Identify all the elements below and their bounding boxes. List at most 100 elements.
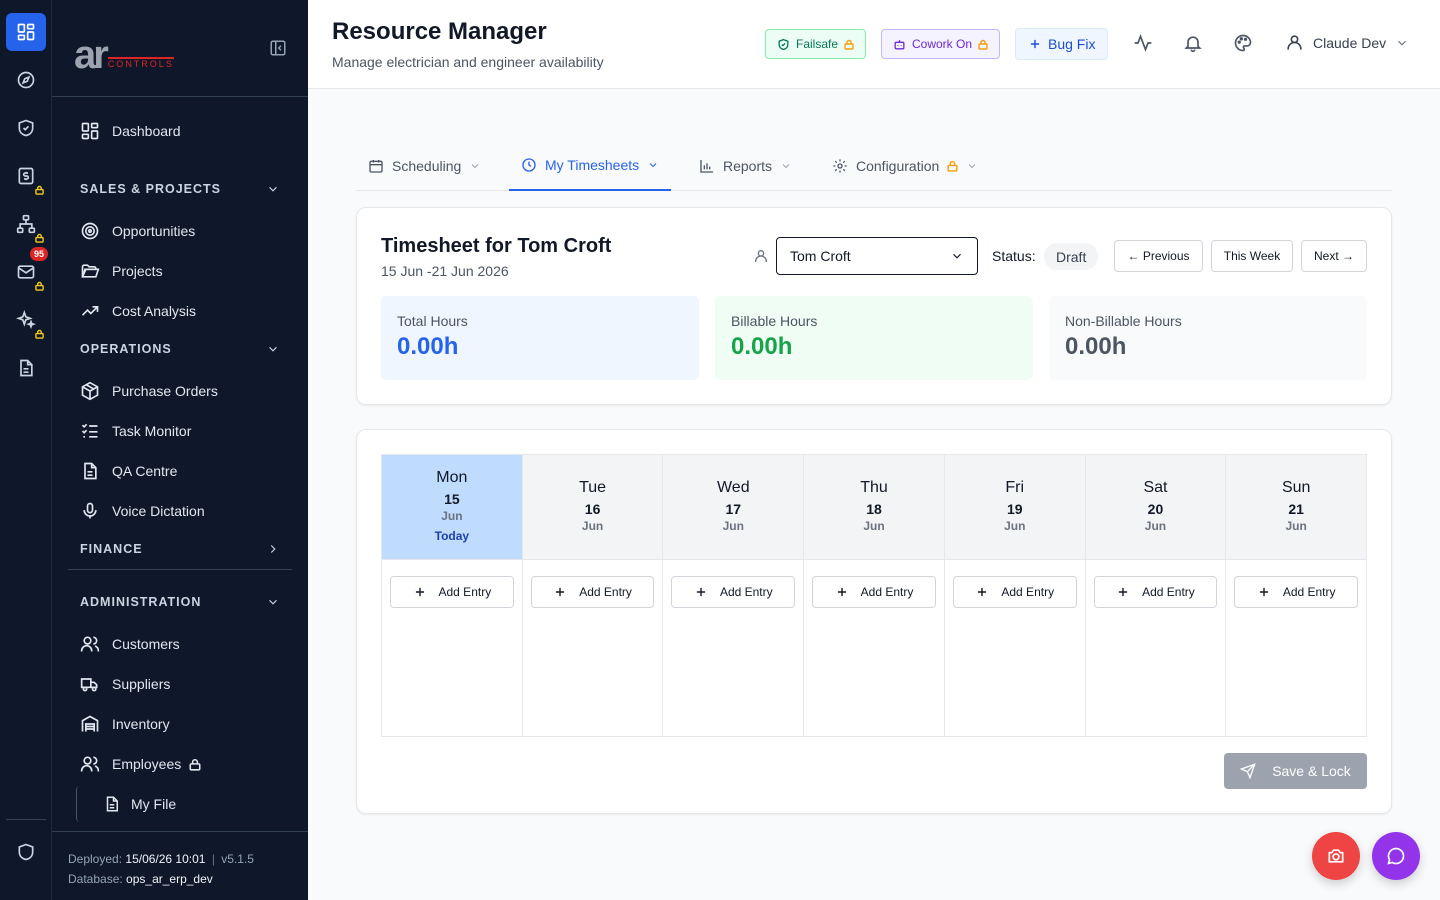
compass-icon	[16, 70, 36, 90]
section-sales-projects[interactable]: SALES & PROJECTS	[80, 179, 280, 199]
chevron-down-icon	[647, 159, 659, 171]
day-number: 19	[1006, 501, 1023, 517]
notifications-button[interactable]	[1183, 33, 1203, 53]
rail-compliance-button[interactable]	[6, 109, 46, 147]
tab-scheduling[interactable]: Scheduling	[356, 140, 493, 191]
sidebar-item-projects[interactable]: Projects	[80, 255, 163, 287]
sidebar-item-label: Customers	[112, 636, 180, 652]
section-label: OPERATIONS	[80, 342, 172, 356]
lock-icon	[947, 160, 958, 172]
rail-dashboard-button[interactable]	[6, 13, 46, 51]
sidebar-item-voice-dictation[interactable]: Voice Dictation	[80, 495, 205, 527]
tab-configuration[interactable]: Configuration	[820, 140, 990, 191]
rail-explore-button[interactable]	[6, 61, 46, 99]
day-header: Tue 16 Jun	[522, 455, 663, 560]
user-menu[interactable]: Claude Dev	[1285, 33, 1409, 52]
plus-icon	[413, 585, 427, 599]
sidebar-item-my-file[interactable]: My File	[76, 786, 290, 822]
week-grid-card: Mon 15 Jun Today Add Entry Tue 16 Jun Ad…	[356, 429, 1392, 814]
previous-week-button[interactable]: ← Previous	[1114, 240, 1203, 272]
chevron-down-icon	[266, 595, 280, 609]
bot-icon	[893, 38, 906, 51]
users-icon	[80, 754, 100, 774]
activity-button[interactable]	[1133, 33, 1153, 53]
add-entry-button[interactable]: Add Entry	[952, 576, 1077, 608]
user-icon	[1285, 33, 1304, 52]
add-entry-label: Add Entry	[579, 585, 632, 599]
rail-divider	[6, 819, 46, 820]
chevron-down-icon	[266, 342, 280, 356]
day-number: 16	[584, 501, 601, 517]
sidebar-item-label: Dashboard	[112, 123, 181, 139]
rail-org-button[interactable]	[6, 205, 46, 243]
sidebar-item-dashboard[interactable]: Dashboard	[80, 115, 181, 147]
add-entry-button[interactable]: Add Entry	[812, 576, 936, 608]
tab-reports[interactable]: Reports	[687, 140, 804, 191]
next-week-button[interactable]: Next →	[1301, 240, 1367, 272]
today-label: Today	[434, 529, 470, 543]
sidebar-item-customers[interactable]: Customers	[80, 628, 180, 660]
day-column: Sat 20 Jun Add Entry	[1085, 455, 1227, 736]
screenshot-button[interactable]	[1312, 832, 1360, 880]
day-month: Jun	[1004, 519, 1026, 533]
rail-ai-button[interactable]	[6, 301, 46, 339]
rail-mail-button[interactable]: 95	[6, 247, 49, 291]
chevron-down-icon	[780, 160, 792, 172]
collapse-sidebar-button[interactable]	[269, 39, 287, 57]
company-logo[interactable]: ar CONTROLS	[74, 35, 174, 75]
sidebar-item-purchase-orders[interactable]: Purchase Orders	[80, 375, 218, 407]
this-week-button[interactable]: This Week	[1211, 240, 1293, 272]
sidebar-item-label: Inventory	[112, 716, 170, 732]
microphone-icon	[80, 501, 100, 521]
add-entry-button[interactable]: Add Entry	[671, 576, 796, 608]
theme-button[interactable]	[1233, 33, 1253, 53]
tab-label: My Timesheets	[545, 156, 640, 173]
sidebar-item-inventory[interactable]: Inventory	[80, 708, 170, 740]
section-operations[interactable]: OPERATIONS	[80, 339, 280, 359]
sidebar-item-suppliers[interactable]: Suppliers	[80, 668, 170, 700]
user-icon	[753, 248, 769, 264]
sidebar-item-opportunities[interactable]: Opportunities	[80, 215, 195, 247]
stat-label: Total Hours	[397, 313, 468, 329]
sidebar-item-task-monitor[interactable]: Task Monitor	[80, 415, 191, 447]
page-subtitle: Manage electrician and engineer availabi…	[332, 54, 604, 70]
file-text-icon	[80, 461, 100, 481]
gear-icon	[832, 158, 848, 174]
add-entry-button[interactable]: Add Entry	[530, 576, 655, 608]
list-checks-icon	[80, 421, 100, 441]
icon-rail: 95	[0, 0, 52, 900]
rail-documents-button[interactable]	[6, 349, 46, 387]
day-column: Mon 15 Jun Today Add Entry	[382, 455, 523, 736]
failsafe-toggle[interactable]: Failsafe	[765, 29, 867, 59]
chat-button[interactable]	[1372, 832, 1420, 880]
add-entry-button[interactable]: Add Entry	[390, 576, 514, 608]
users-icon	[80, 634, 100, 654]
camera-icon	[1326, 846, 1346, 866]
day-number: 20	[1147, 501, 1164, 517]
sidebar-item-employees[interactable]: Employees	[80, 748, 201, 780]
bell-icon	[1183, 33, 1203, 53]
day-month: Jun	[863, 519, 885, 533]
rail-finance-button[interactable]	[6, 157, 46, 195]
add-entry-button[interactable]: Add Entry	[1093, 576, 1218, 608]
sidebar-divider	[68, 569, 292, 570]
shield-check-icon	[16, 118, 36, 138]
rail-security-button[interactable]	[6, 833, 46, 871]
tab-label: Reports	[723, 157, 773, 174]
cowork-toggle[interactable]: Cowork On	[881, 29, 1001, 59]
employee-select-value: Tom Croft	[790, 248, 851, 264]
employee-select[interactable]: Tom Croft	[776, 237, 978, 275]
section-finance[interactable]: FINANCE	[80, 539, 280, 559]
tab-my-timesheets[interactable]: My Timesheets	[509, 140, 672, 191]
deployed-label: Deployed:	[68, 852, 123, 866]
grid-icon	[16, 22, 36, 42]
sidebar-item-cost-analysis[interactable]: Cost Analysis	[80, 295, 196, 327]
add-entry-label: Add Entry	[438, 585, 492, 599]
section-administration[interactable]: ADMINISTRATION	[80, 592, 280, 612]
add-entry-button[interactable]: Add Entry	[1234, 576, 1359, 608]
day-name: Thu	[860, 479, 888, 496]
sidebar-item-qa-centre[interactable]: QA Centre	[80, 455, 177, 487]
save-and-lock-button[interactable]: Save & Lock	[1224, 753, 1367, 789]
lock-icon	[35, 329, 44, 339]
bug-fix-button[interactable]: Bug Fix	[1015, 28, 1109, 60]
